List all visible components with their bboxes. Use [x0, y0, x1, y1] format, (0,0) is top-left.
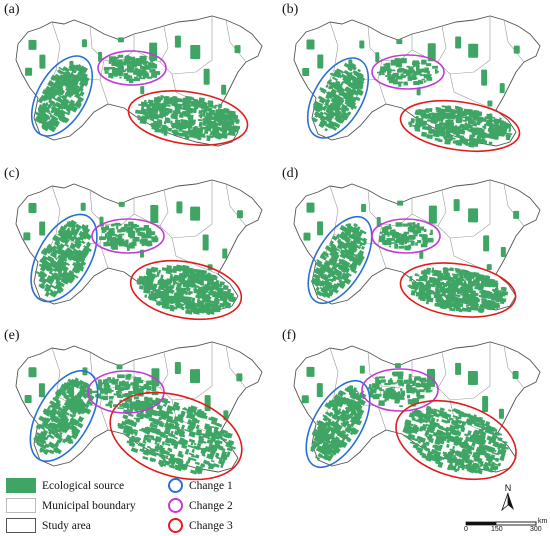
- change3-ellipse: [109, 391, 243, 481]
- change1-ellipse: [305, 379, 371, 469]
- scale-area: N 0 150 300 km: [460, 482, 550, 536]
- legend-ecological-source: Ecological source: [6, 478, 124, 493]
- scale-bar: [465, 521, 537, 526]
- map-panel-a: (a): [0, 0, 270, 160]
- change3-ellipse: [127, 90, 249, 146]
- change3-ellipse: [129, 259, 243, 321]
- legend-change3: Change 3: [168, 518, 233, 533]
- change3-ellipse: [395, 399, 517, 481]
- north-label: N: [505, 483, 512, 493]
- change1-ellipse: [30, 55, 94, 137]
- change1-ellipse: [307, 215, 373, 305]
- panel-label: (b): [282, 2, 299, 17]
- legend-municipal-boundary: Municipal boundary: [6, 498, 136, 513]
- map-panel-d: (d): [278, 164, 548, 324]
- legend-change1: Change 1: [168, 478, 233, 493]
- change2-ring-icon: [168, 498, 183, 513]
- scale-unit: km: [538, 518, 548, 525]
- ecological-swatch: [6, 478, 36, 493]
- map-d: [293, 179, 541, 318]
- map-panel-b: (b): [278, 0, 548, 160]
- change2-ellipse: [371, 54, 445, 90]
- change1-ellipse: [30, 213, 98, 303]
- map-c: [15, 179, 263, 321]
- map-panel-e: (e): [0, 326, 270, 486]
- legend-change2: Change 2: [168, 498, 233, 513]
- scale-tick-150: 150: [491, 526, 503, 533]
- map-e: [15, 341, 263, 481]
- change2-ellipse: [91, 218, 165, 254]
- panel-label: (f): [282, 328, 296, 343]
- panel-label: (e): [4, 328, 20, 343]
- change2-ellipse: [97, 50, 167, 86]
- change1-ellipse: [29, 369, 99, 463]
- change3-ring-icon: [168, 518, 183, 533]
- north-arrow-icon: N: [501, 483, 514, 512]
- map-b: [293, 15, 541, 152]
- study-area-swatch: [6, 518, 36, 533]
- map-panel-c: (c): [0, 164, 270, 324]
- change1-ring-icon: [168, 478, 183, 493]
- change3-ellipse: [399, 262, 517, 318]
- map-panel-f: (f): [278, 326, 548, 486]
- scale-tick-0: 0: [464, 526, 468, 533]
- scale-tick-300: 300: [530, 526, 542, 533]
- map-f: [293, 341, 541, 481]
- panel-label: (d): [282, 166, 299, 181]
- panel-label: (c): [4, 166, 20, 181]
- change3-ellipse: [399, 100, 521, 152]
- map-a: [15, 15, 263, 147]
- change1-ellipse: [306, 57, 370, 139]
- legend-study-area: Study area: [6, 518, 91, 533]
- change2-ellipse: [371, 218, 441, 254]
- map-legend: Ecological source Municipal boundary Stu…: [0, 472, 550, 536]
- municipal-swatch: [6, 498, 36, 513]
- change2-ellipse: [361, 368, 439, 412]
- panel-label: (a): [4, 2, 20, 17]
